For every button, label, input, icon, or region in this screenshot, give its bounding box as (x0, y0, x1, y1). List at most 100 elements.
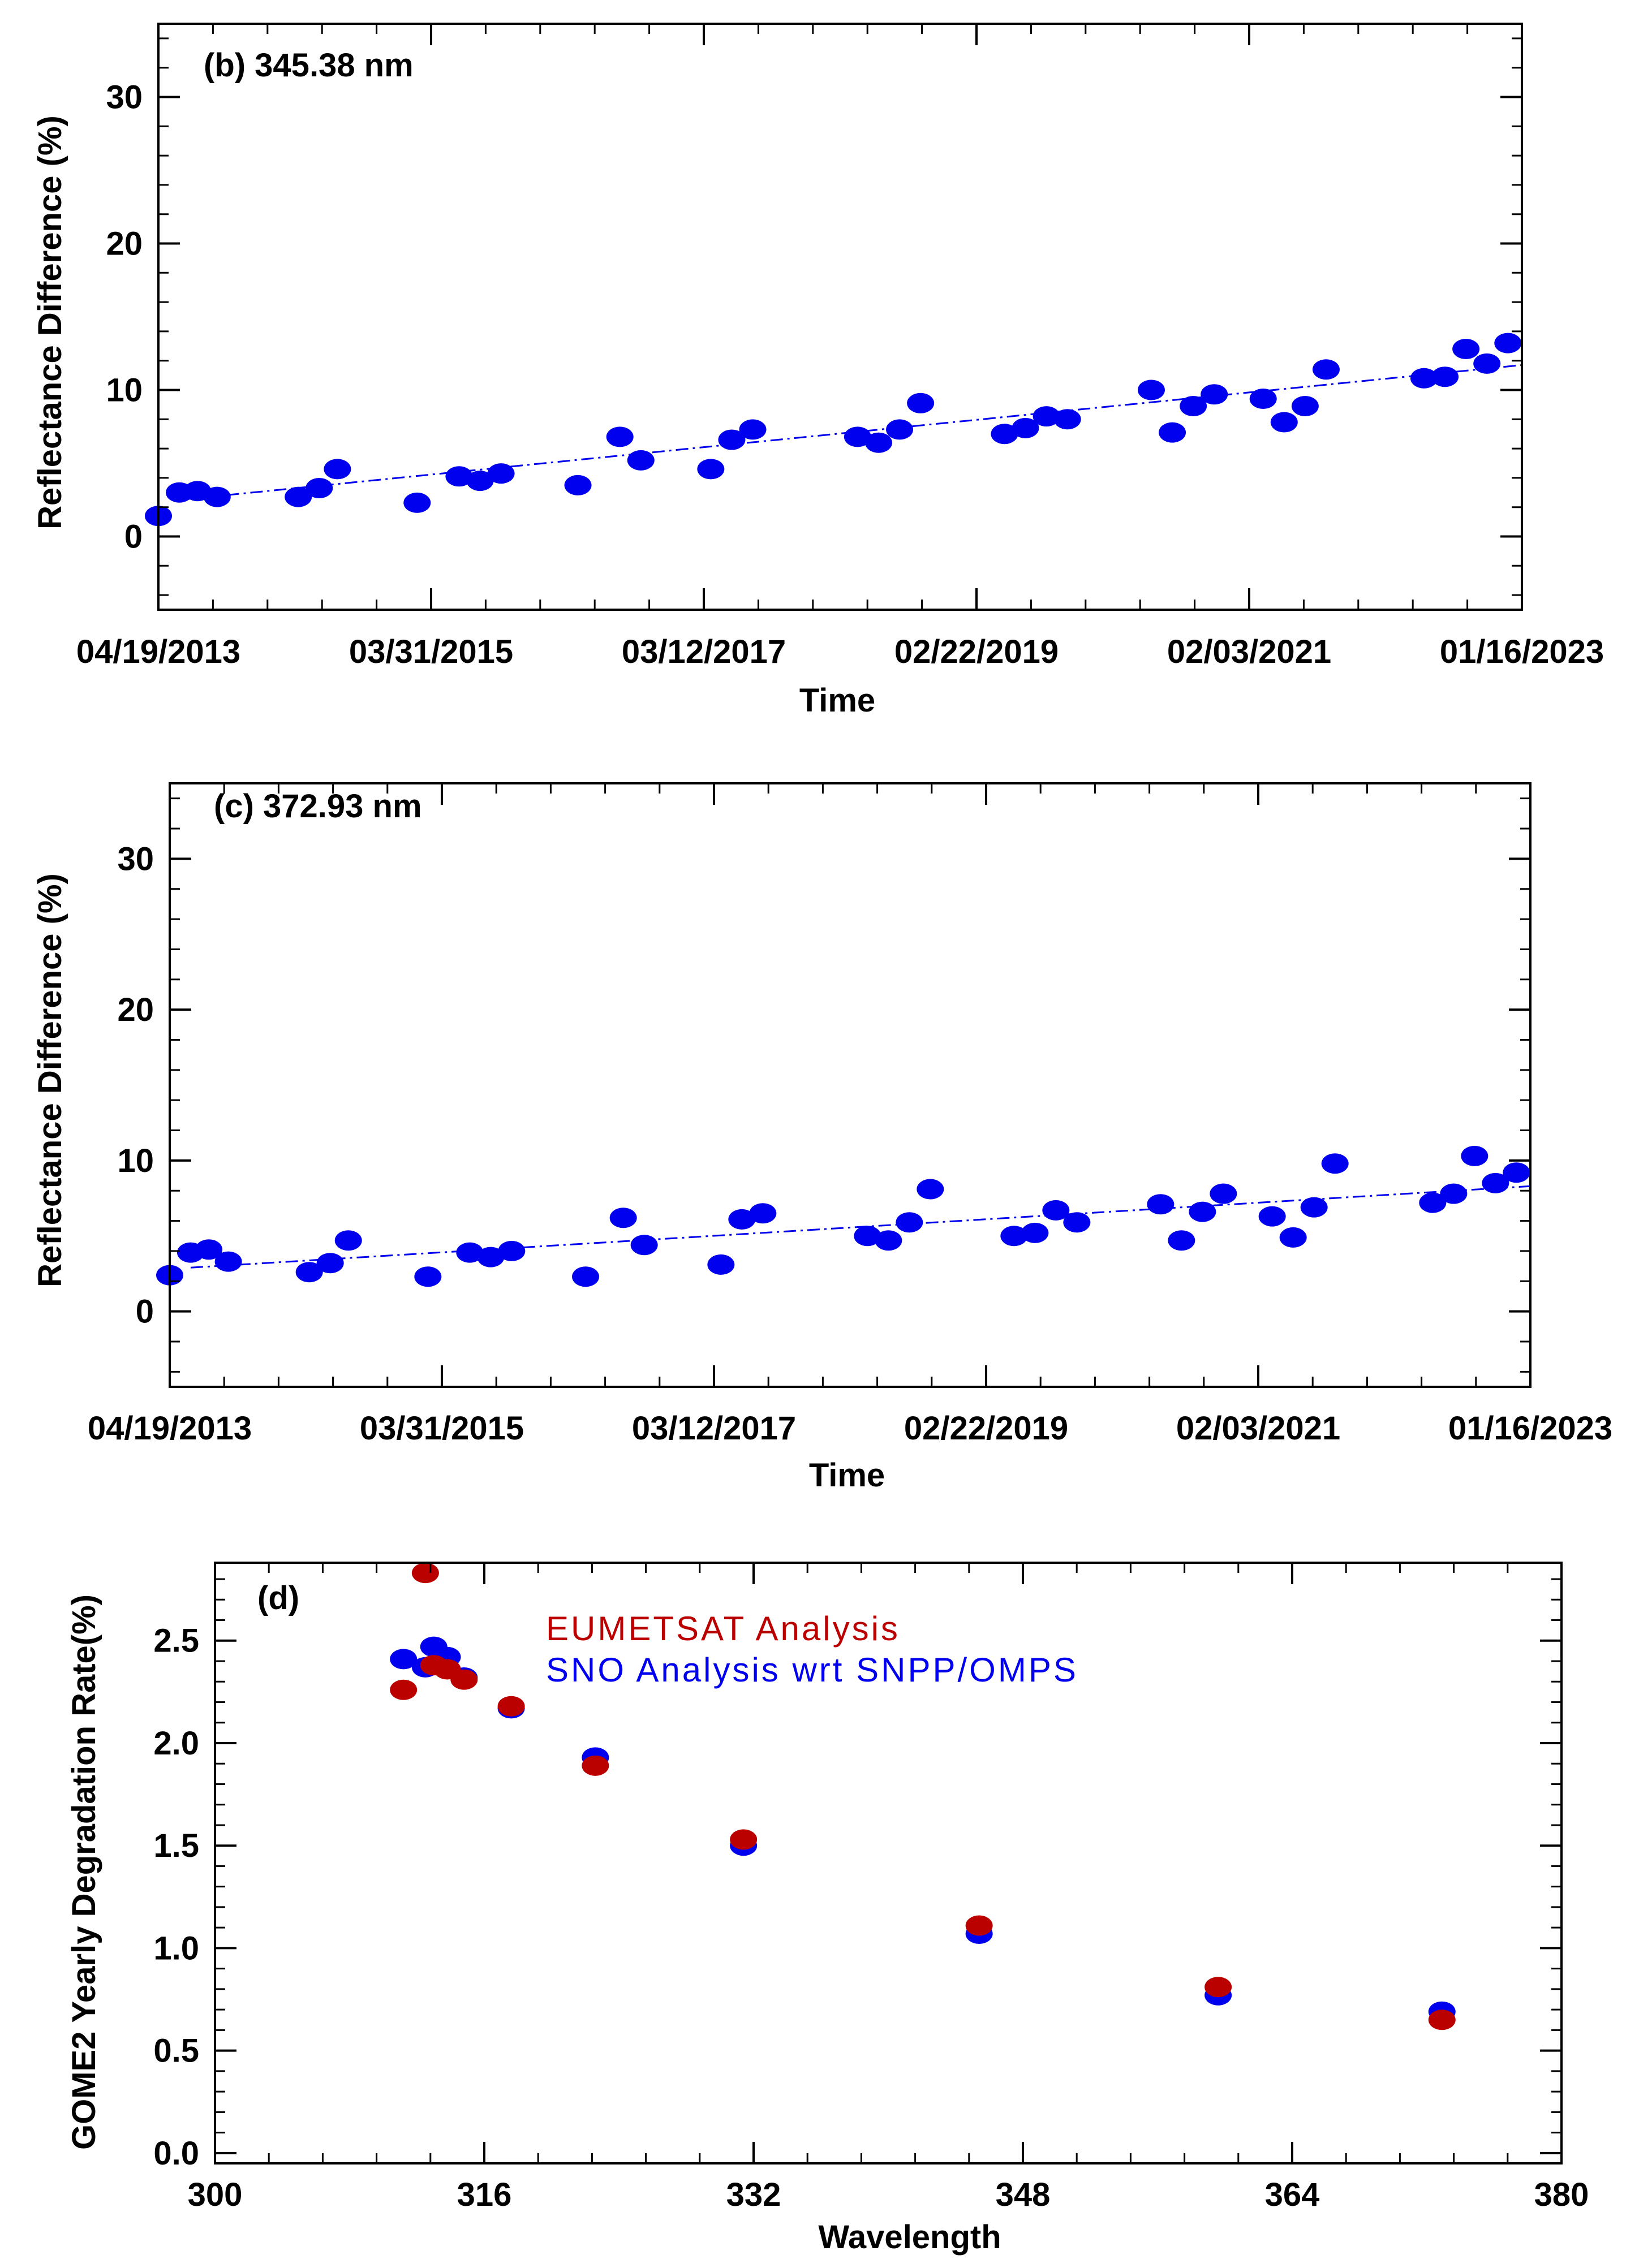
panel-b-data-point (466, 471, 494, 491)
panel-c-xtick-label: 04/19/2013 (88, 1410, 252, 1447)
panel-b-ytick-label: 30 (106, 79, 143, 116)
panel-d-ytick-label: 0.5 (153, 2033, 199, 2069)
panel-b-data-point (1053, 409, 1081, 430)
panel-b-data-point (1291, 395, 1319, 416)
panel-d-eumetsat-point (411, 1563, 439, 1584)
panel-b-data-point (564, 475, 592, 495)
panel-d-eumetsat-point (730, 1829, 758, 1850)
panel-c-data-point (572, 1266, 600, 1287)
panel-c-data-point (609, 1208, 637, 1228)
panel-c-data-point (477, 1247, 505, 1267)
panel-c-data-point (854, 1226, 881, 1247)
panel-b-xtick-label: 03/31/2015 (349, 633, 513, 670)
panel-c-trend-line (190, 1185, 1531, 1269)
panel-d-title: (d) (257, 1580, 299, 1616)
panel-b-data-point (1431, 366, 1459, 387)
panel-d-ytick-label: 2.5 (153, 1623, 199, 1659)
panel-c-data-point (749, 1203, 777, 1224)
panel-d-sno-point (390, 1649, 418, 1670)
panel-b-data-point (606, 426, 634, 447)
panel-c-data-point (498, 1240, 526, 1261)
panel-c-xtick-label: 01/16/2023 (1448, 1410, 1612, 1447)
panel-d-eumetsat-point (450, 1669, 478, 1690)
panel-c-ytick-label: 20 (117, 991, 154, 1028)
panel-c-y-axis-title: Reflectance Difference (%) (32, 873, 68, 1287)
panel-c-ytick-label: 30 (117, 840, 154, 877)
panel-c-xtick-label: 02/03/2021 (1176, 1410, 1340, 1447)
panel-c-ytick-label: 0 (136, 1293, 154, 1330)
panel-c-data-point (316, 1253, 344, 1274)
panel-b-data-point (1494, 333, 1522, 353)
panel-c-data-point (1461, 1145, 1489, 1166)
panel-d-xtick-label: 300 (188, 2176, 243, 2213)
panel-d-xtick-label: 380 (1534, 2176, 1589, 2213)
panel-c-data-point (1279, 1227, 1307, 1248)
panel-d-xtick-label: 332 (726, 2176, 781, 2213)
panel-c-data-point (707, 1254, 735, 1275)
panel-c-plot-frame (169, 782, 1532, 1388)
panel-c-chart: (c) 372.93 nm 0 10 20 30 04/19/2013 03/31/20… (32, 782, 1612, 1494)
panel-d-xtick-label: 364 (1265, 2176, 1320, 2213)
panel-b-data-point (1410, 368, 1438, 389)
panel-b-data-point (487, 463, 515, 484)
panel-c-data-point (875, 1230, 902, 1251)
panel-d-ytick-label: 1.0 (153, 1930, 199, 1967)
panel-c-title: (c) 372.93 nm (214, 788, 422, 825)
panel-c-data-point (334, 1230, 362, 1251)
panel-c-data-point (1482, 1172, 1509, 1193)
panel-c-ytick-label: 10 (117, 1142, 154, 1179)
panel-c-data-point (1000, 1226, 1028, 1247)
panel-c-data-point (1419, 1192, 1447, 1213)
panel-b-xtick-label: 02/22/2019 (894, 633, 1059, 670)
panel-c-xtick-label: 03/12/2017 (632, 1410, 796, 1447)
panel-b-data-point (864, 432, 892, 453)
panel-b-xtick-label: 03/12/2017 (622, 633, 786, 670)
panel-b-data-point (697, 459, 725, 480)
panel-b-data-point (627, 450, 655, 471)
panel-b-data-point (285, 486, 312, 507)
panel-b-data-point (718, 429, 746, 450)
legend-sno: SNO Analysis wrt SNPP/OMPS (546, 1651, 1078, 1689)
panel-d-ytick-label: 1.5 (153, 1827, 199, 1864)
panel-b-data-point (1473, 353, 1501, 374)
panel-b-ytick-label: 10 (106, 372, 143, 409)
panel-d-xtick-label: 348 (996, 2176, 1051, 2213)
panel-c-data-point (1189, 1201, 1216, 1222)
panel-c-data-point (456, 1242, 484, 1263)
panel-c-data-point (728, 1209, 756, 1230)
panel-b-chart: (b) 345.38 nm 0 10 20 30 04/19/2013 03/31/20… (32, 23, 1604, 719)
panel-d-eumetsat-point (582, 1755, 609, 1776)
panel-b-data-point (1201, 384, 1228, 405)
panel-c-xtick-label: 02/22/2019 (904, 1410, 1068, 1447)
panel-d-eumetsat-point (497, 1696, 525, 1717)
panel-c-data-point (1210, 1183, 1237, 1204)
panel-b-data-point (907, 393, 935, 413)
panel-c-data-point (414, 1266, 442, 1287)
panel-c-xtick-label: 03/31/2015 (360, 1410, 524, 1447)
panel-d-plot-frame (214, 1562, 1563, 2164)
panel-c-data-point (1258, 1206, 1286, 1227)
panel-b-data-point (1452, 338, 1480, 359)
panel-b-data-point (1033, 406, 1060, 427)
panel-b-data-point (739, 419, 767, 440)
panel-c-data-point (1021, 1222, 1049, 1243)
panel-c-data-point (214, 1251, 242, 1272)
panel-b-data-point (324, 459, 351, 480)
panel-b-plot-frame (157, 23, 1523, 611)
panel-b-data-point (1180, 395, 1207, 416)
panel-b-data-point (844, 426, 871, 447)
panel-b-x-axis-title: Time (799, 682, 875, 719)
panel-d-chart: (d) EUMETSAT Analysis SNO Analysis wrt S… (66, 1562, 1589, 2256)
panel-b-data-point (403, 492, 431, 513)
panel-b-data-point (306, 478, 333, 499)
panel-b-xtick-label: 02/03/2021 (1167, 633, 1331, 670)
panel-b-data-point (1270, 412, 1298, 433)
panel-c-data-point (896, 1212, 923, 1233)
panel-c-data-point (1042, 1200, 1070, 1221)
panel-c-x-axis-title: Time (809, 1457, 885, 1494)
panel-c-data-point (1147, 1194, 1175, 1215)
panel-b-ytick-label: 20 (106, 226, 143, 262)
panel-b-ytick-label: 0 (124, 519, 143, 555)
panel-d-ytick-label: 2.0 (153, 1725, 199, 1762)
